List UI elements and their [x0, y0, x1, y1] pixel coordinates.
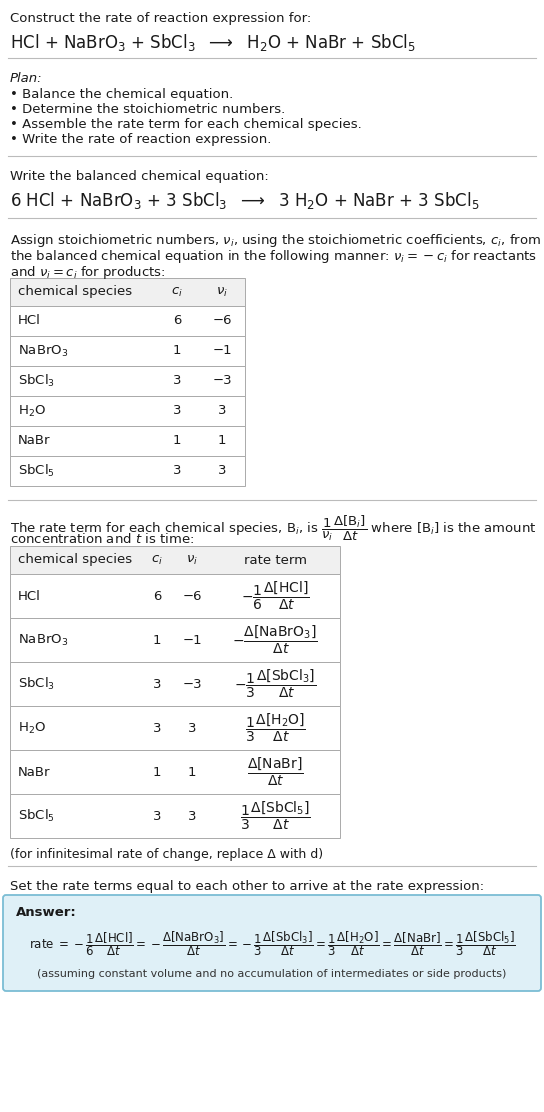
- Text: $\nu_i$: $\nu_i$: [216, 286, 228, 298]
- Text: (for infinitesimal rate of change, replace Δ with d): (for infinitesimal rate of change, repla…: [10, 848, 323, 861]
- Text: • Assemble the rate term for each chemical species.: • Assemble the rate term for each chemic…: [10, 118, 362, 131]
- Bar: [10, 749, 340, 794]
- Text: Construct the rate of reaction expression for:: Construct the rate of reaction expressio…: [10, 12, 311, 24]
- Bar: [10, 794, 340, 838]
- Text: 3: 3: [153, 677, 161, 691]
- Text: (assuming constant volume and no accumulation of intermediates or side products): (assuming constant volume and no accumul…: [38, 969, 506, 979]
- Text: SbCl$_3$: SbCl$_3$: [18, 676, 55, 692]
- Text: 3: 3: [188, 810, 196, 823]
- Text: 1: 1: [153, 765, 161, 778]
- Text: Write the balanced chemical equation:: Write the balanced chemical equation:: [10, 170, 269, 183]
- Text: SbCl$_3$: SbCl$_3$: [18, 373, 55, 389]
- Text: −3: −3: [212, 375, 232, 387]
- Text: 3: 3: [173, 465, 181, 477]
- Text: NaBr: NaBr: [18, 765, 51, 778]
- Text: 1: 1: [153, 634, 161, 646]
- Text: 1: 1: [218, 435, 226, 447]
- Text: rate term: rate term: [244, 554, 306, 566]
- Bar: [10, 662, 340, 706]
- Bar: [10, 366, 245, 396]
- Text: $-\dfrac{1}{6}\dfrac{\Delta[\mathrm{HCl}]}{\Delta t}$: $-\dfrac{1}{6}\dfrac{\Delta[\mathrm{HCl}…: [241, 579, 309, 613]
- Text: Set the rate terms equal to each other to arrive at the rate expression:: Set the rate terms equal to each other t…: [10, 880, 484, 893]
- Text: 3: 3: [173, 405, 181, 417]
- Text: • Write the rate of reaction expression.: • Write the rate of reaction expression.: [10, 133, 271, 146]
- Bar: [10, 426, 245, 456]
- Text: 3: 3: [153, 810, 161, 823]
- Text: chemical species: chemical species: [18, 286, 132, 298]
- Text: 1: 1: [173, 435, 181, 447]
- Text: −6: −6: [182, 589, 202, 603]
- Bar: [10, 456, 245, 486]
- Text: $\dfrac{1}{3}\dfrac{\Delta[\mathrm{SbCl_5}]}{\Delta t}$: $\dfrac{1}{3}\dfrac{\Delta[\mathrm{SbCl_…: [239, 800, 311, 832]
- Text: The rate term for each chemical species, B$_i$, is $\dfrac{1}{\nu_i}$$\dfrac{\De: The rate term for each chemical species,…: [10, 514, 536, 544]
- Text: SbCl$_5$: SbCl$_5$: [18, 808, 55, 824]
- Bar: [10, 396, 245, 426]
- Text: rate $= -\dfrac{1}{6}\dfrac{\Delta[\mathrm{HCl}]}{\Delta t} = -\dfrac{\Delta[\ma: rate $= -\dfrac{1}{6}\dfrac{\Delta[\math…: [29, 930, 515, 959]
- Text: −1: −1: [212, 345, 232, 357]
- Text: concentration and $t$ is time:: concentration and $t$ is time:: [10, 532, 194, 546]
- Bar: [10, 574, 340, 618]
- Bar: [10, 618, 340, 662]
- Text: HCl: HCl: [18, 589, 41, 603]
- Text: −1: −1: [182, 634, 202, 646]
- Text: 6 HCl + NaBrO$_3$ + 3 SbCl$_3$  $\longrightarrow$  3 H$_2$O + NaBr + 3 SbCl$_5$: 6 HCl + NaBrO$_3$ + 3 SbCl$_3$ $\longrig…: [10, 190, 479, 211]
- Text: $c_i$: $c_i$: [171, 286, 183, 298]
- Text: $\nu_i$: $\nu_i$: [186, 554, 198, 566]
- Text: 1: 1: [188, 765, 196, 778]
- Text: Assign stoichiometric numbers, $\nu_i$, using the stoichiometric coefficients, $: Assign stoichiometric numbers, $\nu_i$, …: [10, 232, 541, 249]
- Bar: [10, 546, 340, 574]
- Text: 3: 3: [153, 722, 161, 735]
- Text: and $\nu_i = c_i$ for products:: and $\nu_i = c_i$ for products:: [10, 264, 165, 281]
- Text: 6: 6: [153, 589, 161, 603]
- Text: NaBrO$_3$: NaBrO$_3$: [18, 633, 68, 647]
- Text: Answer:: Answer:: [16, 906, 77, 919]
- Text: 6: 6: [173, 315, 181, 328]
- Text: HCl: HCl: [18, 315, 41, 328]
- Bar: [10, 278, 245, 306]
- Text: H$_2$O: H$_2$O: [18, 404, 46, 418]
- Text: −3: −3: [182, 677, 202, 691]
- Text: 3: 3: [218, 405, 226, 417]
- Text: HCl + NaBrO$_3$ + SbCl$_3$  $\longrightarrow$  H$_2$O + NaBr + SbCl$_5$: HCl + NaBrO$_3$ + SbCl$_3$ $\longrightar…: [10, 32, 416, 53]
- Text: NaBr: NaBr: [18, 435, 51, 447]
- Text: the balanced chemical equation in the following manner: $\nu_i = -c_i$ for react: the balanced chemical equation in the fo…: [10, 248, 537, 265]
- Text: $\dfrac{1}{3}\dfrac{\Delta[\mathrm{H_2O}]}{\Delta t}$: $\dfrac{1}{3}\dfrac{\Delta[\mathrm{H_2O}…: [244, 712, 306, 744]
- FancyBboxPatch shape: [3, 895, 541, 991]
- Text: 3: 3: [188, 722, 196, 735]
- Text: chemical species: chemical species: [18, 554, 132, 566]
- Text: 3: 3: [173, 375, 181, 387]
- Text: • Balance the chemical equation.: • Balance the chemical equation.: [10, 88, 233, 101]
- Bar: [10, 336, 245, 366]
- Text: −6: −6: [212, 315, 232, 328]
- Text: $-\dfrac{1}{3}\dfrac{\Delta[\mathrm{SbCl_3}]}{\Delta t}$: $-\dfrac{1}{3}\dfrac{\Delta[\mathrm{SbCl…: [234, 668, 316, 701]
- Bar: [10, 306, 245, 336]
- Text: NaBrO$_3$: NaBrO$_3$: [18, 344, 68, 358]
- Text: SbCl$_5$: SbCl$_5$: [18, 463, 55, 479]
- Text: H$_2$O: H$_2$O: [18, 721, 46, 735]
- Bar: [10, 706, 340, 749]
- Text: • Determine the stoichiometric numbers.: • Determine the stoichiometric numbers.: [10, 103, 285, 116]
- Text: $c_i$: $c_i$: [151, 554, 163, 566]
- Text: 3: 3: [218, 465, 226, 477]
- Text: $-\dfrac{\Delta[\mathrm{NaBrO_3}]}{\Delta t}$: $-\dfrac{\Delta[\mathrm{NaBrO_3}]}{\Delt…: [232, 624, 318, 656]
- Text: Plan:: Plan:: [10, 72, 42, 85]
- Text: 1: 1: [173, 345, 181, 357]
- Text: $\dfrac{\Delta[\mathrm{NaBr}]}{\Delta t}$: $\dfrac{\Delta[\mathrm{NaBr}]}{\Delta t}…: [247, 756, 303, 788]
